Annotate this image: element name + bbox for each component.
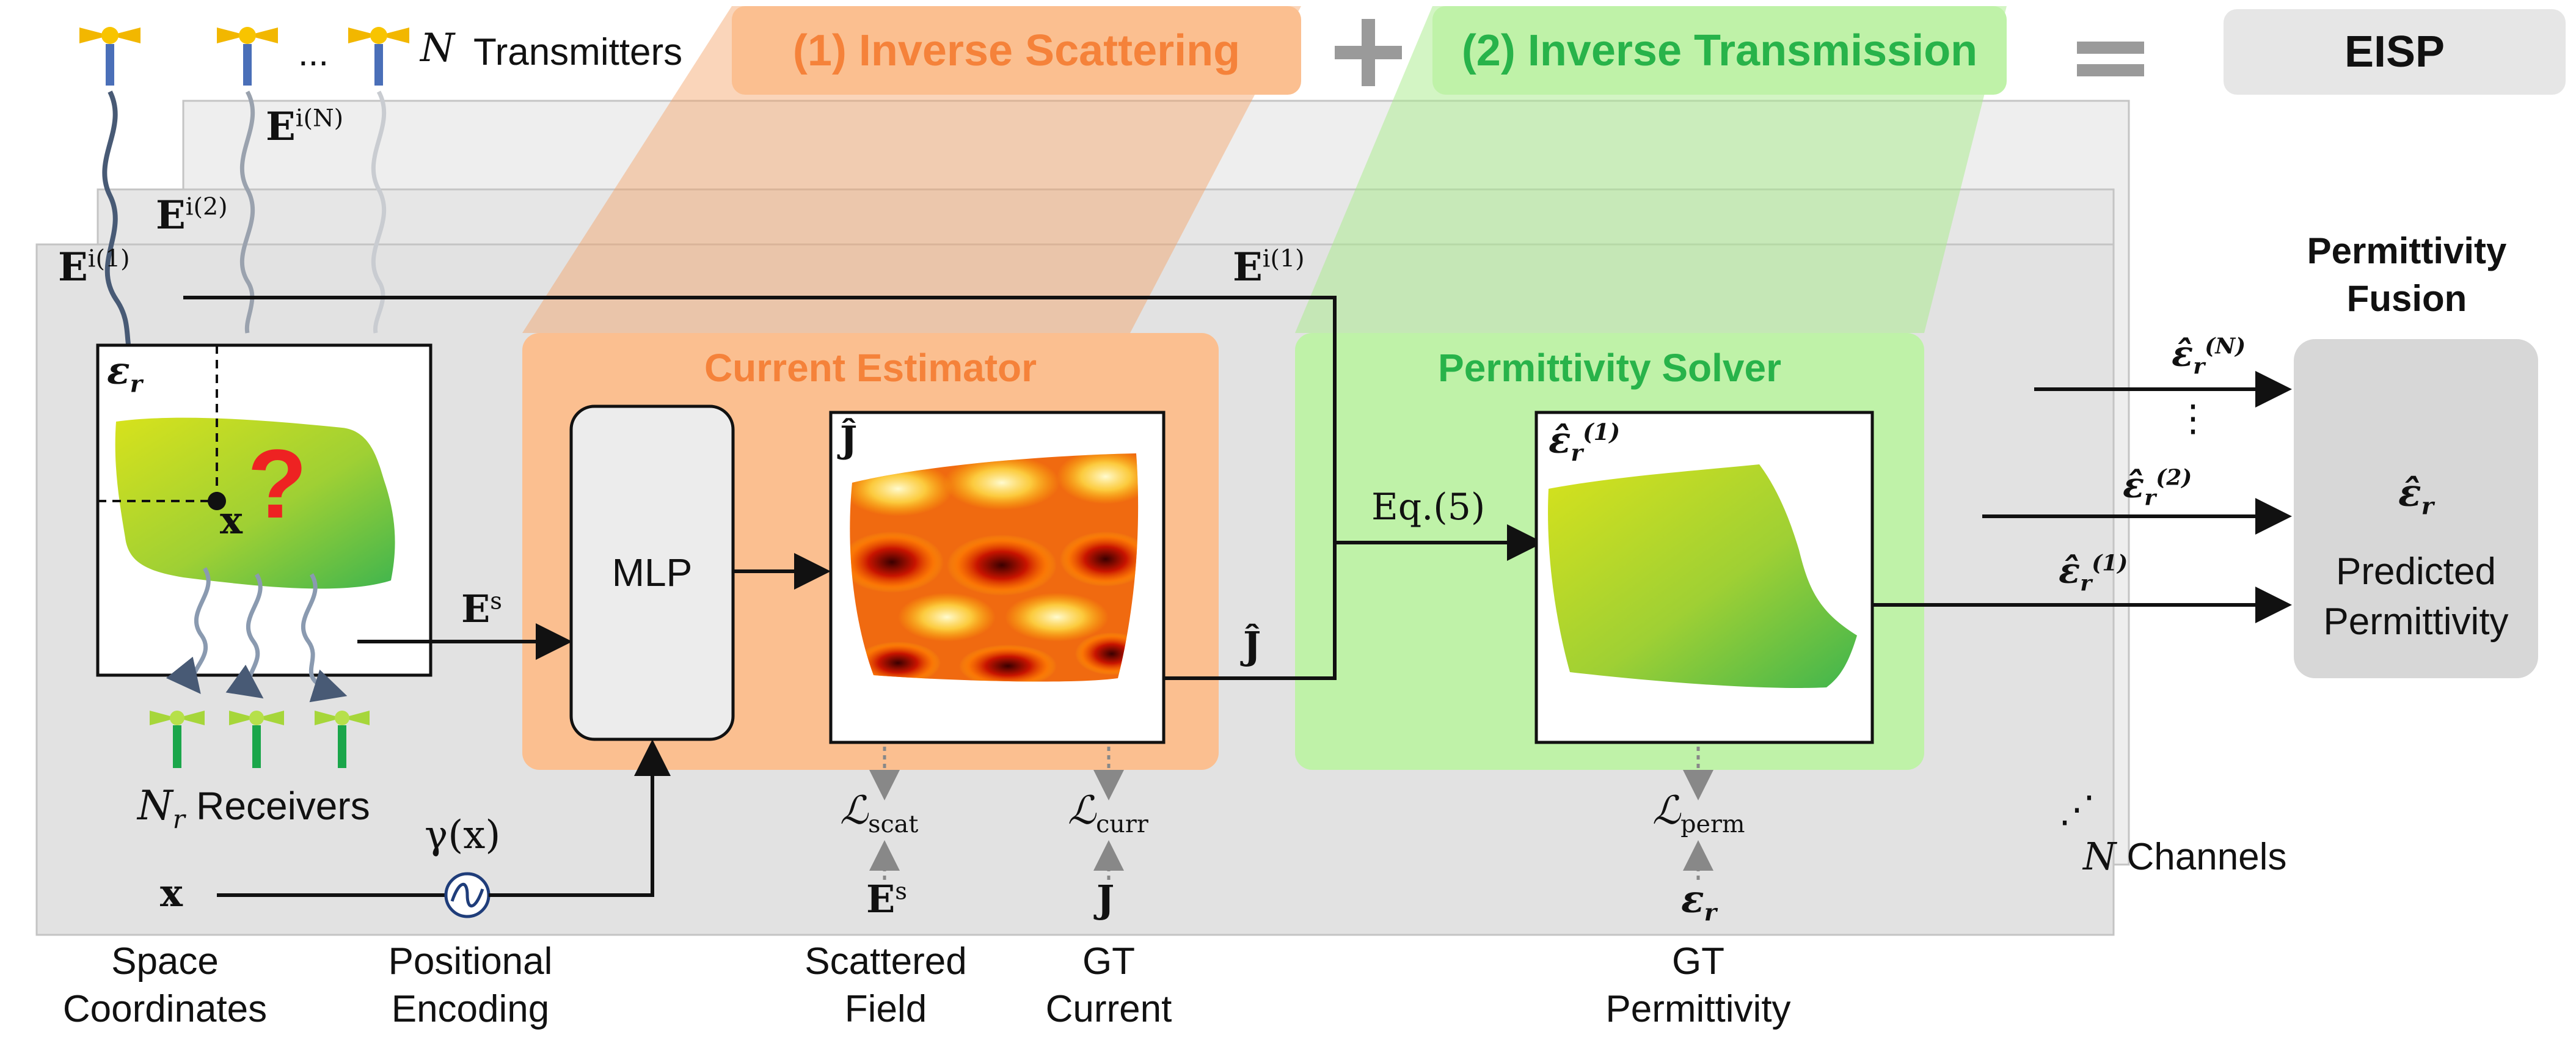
transmitters-n: N [420, 26, 454, 71]
jhat-line [1164, 543, 1337, 680]
receiver-2 [229, 711, 284, 768]
stage2-title: (2) Inverse Transmission [1461, 26, 1978, 75]
incident-2-label: Ei(2) [156, 192, 228, 238]
fusion-in-2: ε̂r(2) [2123, 464, 2192, 511]
loss-perm: ℒperm [1652, 788, 1745, 838]
caption-positional: Positional Encoding [388, 940, 553, 1030]
jhat-output-label: Ĵ [1243, 623, 1261, 668]
equals-top [2077, 42, 2144, 54]
transmitters-label: Transmitters [473, 31, 683, 73]
permittivity-solver-title: Permittivity Solver [1438, 346, 1781, 390]
fusion-out-symbol: ε̂r [2398, 470, 2434, 521]
receiver-3 [315, 711, 370, 768]
incident-wave-2 [239, 90, 255, 334]
fusion-box [2294, 339, 2538, 678]
gt-j: J [1096, 877, 1115, 921]
input-eps-label: εr [107, 348, 142, 398]
fusion-in-n: ε̂r(N) [2172, 333, 2246, 379]
loss-scat: ℒscat [840, 788, 919, 838]
caption-gt-permittivity: GT Permittivity [1605, 940, 1791, 1030]
fusion-title: Permittivity Fusion [2307, 230, 2507, 319]
result-title: EISP [2344, 27, 2445, 76]
caption-space: Space Coordinates [62, 940, 268, 1030]
plus-v [1362, 19, 1375, 86]
incident-n-label: Ei(N) [266, 104, 344, 150]
channels-label: N Channels [2083, 834, 2287, 879]
transmitter-2 [217, 27, 278, 86]
eps-output-shape [1548, 464, 1857, 688]
encoding-arrow [489, 739, 671, 897]
caption-scattered: Scattered Field [805, 940, 967, 1030]
input-eps-shape [115, 417, 395, 589]
stage2-box [1432, 6, 2007, 95]
scattered-field-label: Es [461, 587, 502, 631]
fusion-out-label: Predicted Permittivity [2323, 551, 2509, 643]
transmitter-1 [79, 27, 140, 86]
gamma-label: γ(x) [425, 813, 501, 858]
query-point [208, 492, 226, 510]
question-mark: ? [247, 429, 307, 538]
stage1-box [732, 6, 1301, 95]
receiver-1 [150, 711, 205, 768]
jhat-panel-label: Ĵ [840, 419, 858, 461]
stage1-title: (1) Inverse Scattering [792, 26, 1241, 75]
incident-1-label: Ei(1) [58, 244, 130, 290]
mlp-label: MLP [611, 551, 693, 595]
incident-line [183, 296, 1544, 561]
gt-eps: εr [1681, 877, 1717, 927]
x-input-label: x [160, 871, 183, 915]
transmitter-ellipsis: ... [298, 32, 329, 73]
current-heatmap [850, 453, 1139, 682]
incident-wave-n [371, 90, 387, 334]
query-x-label: x [220, 498, 243, 543]
current-estimator-title: Current Estimator [704, 346, 1037, 390]
incident-1-right-label: Ei(1) [1233, 244, 1305, 290]
eq5-label: Eq.(5) [1371, 486, 1486, 529]
fusion-dots: ⋮ [2175, 398, 2211, 439]
equals-bottom [2077, 64, 2144, 76]
result-box [2224, 9, 2566, 95]
loss-curr: ℒcurr [1068, 788, 1148, 838]
channels-dots: ⋰ [2059, 789, 2095, 830]
transmitter-n [348, 27, 409, 86]
fusion-in-1: ε̂r(1) [2059, 550, 2128, 596]
eps-hat-panel-label: ε̂r(1) [1549, 419, 1621, 466]
caption-gt-current: GT Current [1045, 940, 1172, 1030]
gt-es: Es [866, 877, 907, 921]
receivers-label: Nr Receivers [137, 782, 370, 835]
